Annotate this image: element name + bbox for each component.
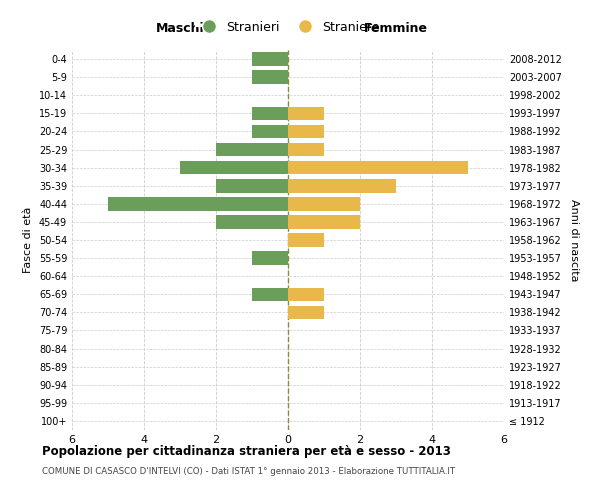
- Bar: [252, 252, 288, 265]
- Bar: [252, 288, 288, 301]
- Bar: [288, 142, 324, 156]
- Text: Maschi: Maschi: [155, 22, 205, 35]
- Bar: [288, 161, 468, 174]
- Bar: [180, 161, 288, 174]
- Bar: [252, 106, 288, 120]
- Text: Femmine: Femmine: [364, 22, 428, 35]
- Bar: [288, 215, 360, 228]
- Y-axis label: Anni di nascita: Anni di nascita: [569, 198, 578, 281]
- Legend: Stranieri, Straniere: Stranieri, Straniere: [194, 18, 382, 36]
- Bar: [288, 288, 324, 301]
- Text: COMUNE DI CASASCO D'INTELVI (CO) - Dati ISTAT 1° gennaio 2013 - Elaborazione TUT: COMUNE DI CASASCO D'INTELVI (CO) - Dati …: [42, 468, 455, 476]
- Bar: [252, 124, 288, 138]
- Bar: [252, 70, 288, 84]
- Bar: [288, 197, 360, 210]
- Bar: [288, 306, 324, 319]
- Bar: [288, 179, 396, 192]
- Bar: [288, 124, 324, 138]
- Text: Popolazione per cittadinanza straniera per età e sesso - 2013: Popolazione per cittadinanza straniera p…: [42, 445, 451, 458]
- Bar: [252, 52, 288, 66]
- Y-axis label: Fasce di età: Fasce di età: [23, 207, 33, 273]
- Bar: [288, 106, 324, 120]
- Bar: [216, 179, 288, 192]
- Bar: [108, 197, 288, 210]
- Bar: [288, 233, 324, 247]
- Bar: [216, 142, 288, 156]
- Bar: [216, 215, 288, 228]
